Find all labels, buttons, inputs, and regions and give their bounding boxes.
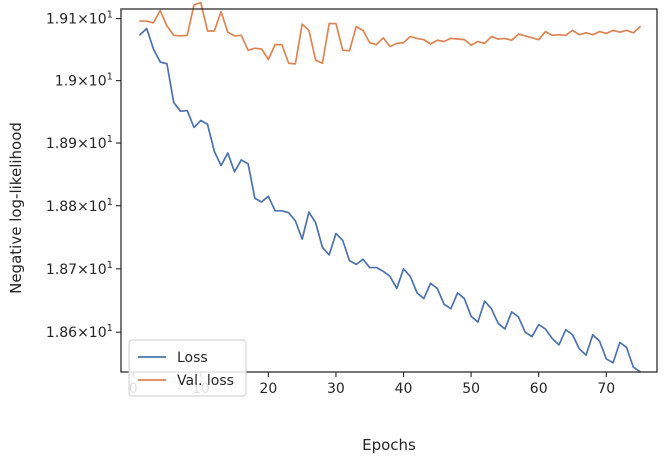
- x-tick-label: 60: [530, 381, 548, 397]
- y-axis-ticks: 1.86×1011.87×1011.88×1011.89×1011.9×1011…: [46, 10, 121, 341]
- x-tick-label: 40: [395, 381, 413, 397]
- legend: Loss Val. loss: [128, 339, 247, 397]
- legend-label-1: Val. loss: [177, 373, 234, 389]
- legend-label-0: Loss: [177, 350, 208, 366]
- y-tick-mantissa: 1.91: [46, 12, 77, 28]
- y-tick-label: 1.89×101: [46, 134, 113, 152]
- y-tick-exponent: 1: [107, 72, 113, 83]
- x-axis-label: Epochs: [362, 436, 416, 454]
- y-tick-times: ×: [77, 199, 89, 215]
- x-tick-label: 20: [259, 381, 277, 397]
- x-tick-label: 30: [327, 381, 345, 397]
- y-axis-label: Negative log-likelihood: [7, 122, 25, 294]
- y-tick-label: 1.9×101: [55, 72, 113, 90]
- y-tick-mantissa: 1.86: [46, 325, 77, 341]
- y-tick-times: ×: [77, 136, 89, 152]
- y-tick-times: ×: [77, 74, 89, 90]
- y-tick-mantissa: 1.87: [46, 262, 77, 278]
- y-tick-base: 10: [89, 136, 107, 152]
- series-line-0: [139, 27, 641, 373]
- y-tick-label: 1.87×101: [46, 260, 113, 278]
- y-tick-base: 10: [89, 325, 107, 341]
- series-layer: [139, 1, 641, 373]
- legend-box: [128, 339, 247, 397]
- y-tick-times: ×: [77, 12, 89, 28]
- y-tick-exponent: 1: [107, 134, 113, 145]
- y-tick-label: 1.88×101: [46, 197, 113, 215]
- x-tick-label: 70: [597, 381, 615, 397]
- y-tick-exponent: 1: [107, 197, 113, 208]
- y-tick-exponent: 1: [107, 323, 113, 334]
- y-tick-exponent: 1: [107, 10, 113, 21]
- y-tick-exponent: 1: [107, 260, 113, 271]
- y-tick-base: 10: [89, 74, 107, 90]
- y-tick-mantissa: 1.9: [55, 74, 77, 90]
- y-tick-mantissa: 1.89: [46, 136, 77, 152]
- y-tick-base: 10: [89, 262, 107, 278]
- y-tick-label: 1.91×101: [46, 10, 113, 28]
- plot-frame: [120, 8, 658, 373]
- y-tick-mantissa: 1.88: [46, 199, 77, 215]
- y-tick-base: 10: [89, 12, 107, 28]
- y-tick-base: 10: [89, 199, 107, 215]
- series-line-1: [139, 1, 641, 65]
- y-tick-times: ×: [77, 325, 89, 341]
- x-tick-label: 50: [462, 381, 480, 397]
- plot-background: [121, 9, 657, 372]
- y-tick-label: 1.86×101: [46, 323, 113, 341]
- y-tick-times: ×: [77, 262, 89, 278]
